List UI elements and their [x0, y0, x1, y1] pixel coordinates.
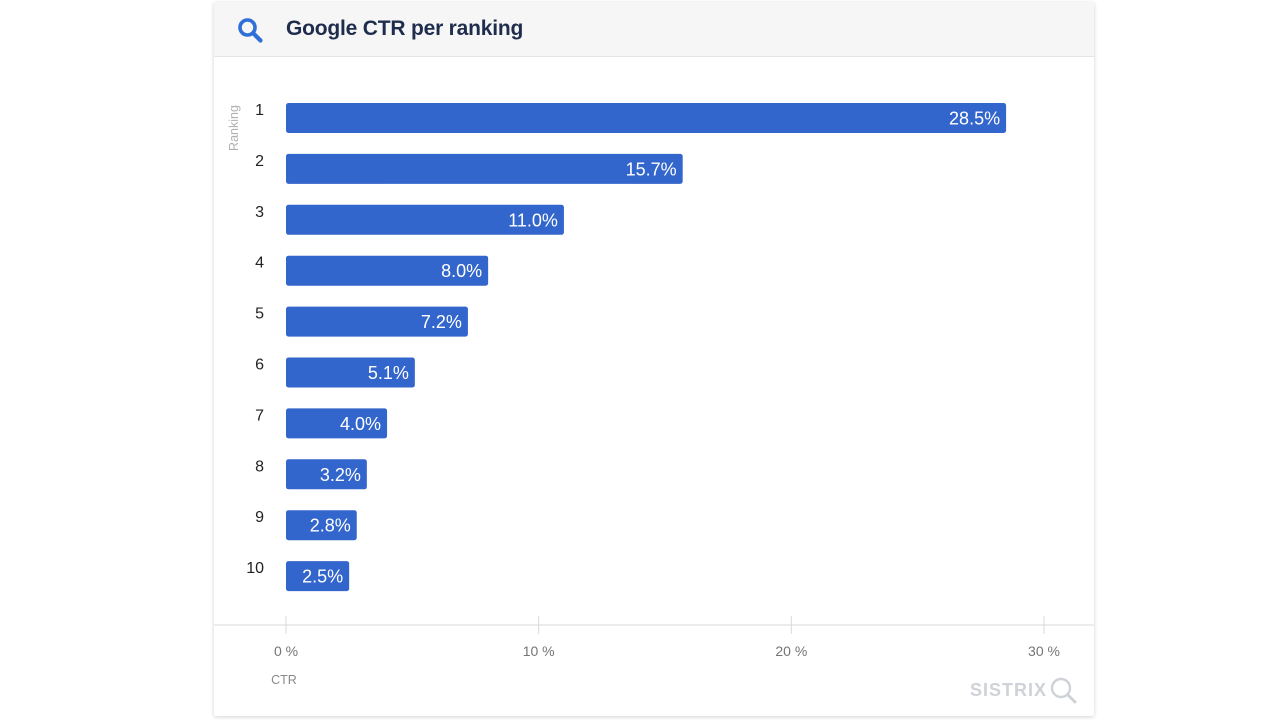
- category-label: 1: [255, 102, 264, 119]
- bar: [286, 306, 468, 337]
- bar-value-label: 28.5%: [949, 109, 1000, 129]
- bar: [286, 103, 1007, 133]
- y-axis-title: Ranking: [227, 105, 241, 151]
- x-tick-label: 10 %: [523, 643, 555, 659]
- x-tick-label: 0 %: [274, 643, 298, 659]
- card-header: Google CTR per ranking: [214, 2, 1094, 57]
- bar-value-label: 8.0%: [441, 261, 482, 281]
- bar-value-label: 4.0%: [340, 414, 381, 434]
- chart-card: Google CTR per ranking 0 % 10 % 20 % 30 % CT…: [214, 2, 1094, 716]
- category-label: 7: [255, 407, 264, 424]
- sistrix-watermark: SISTRIX: [970, 674, 1079, 706]
- bar-value-label: 2.5%: [302, 567, 343, 587]
- search-icon: [238, 18, 263, 43]
- bar-value-label: 15.7%: [626, 159, 677, 179]
- bar-value-label: 3.2%: [320, 465, 361, 485]
- x-tick-label: 20 %: [775, 643, 807, 659]
- bar-value-label: 2.8%: [310, 516, 351, 536]
- x-axis-title: CTR: [271, 673, 297, 687]
- bar-chart: 0 % 10 % 20 % 30 % CTR Ranking 1 28.5% 2 15.7% 3 11…: [214, 102, 1094, 687]
- bar: [286, 153, 683, 184]
- category-label: 4: [255, 255, 264, 272]
- bar: [286, 510, 357, 541]
- magnifier-icon: [1050, 677, 1077, 704]
- category-label: 6: [255, 357, 264, 374]
- category-label: 2: [255, 153, 264, 170]
- bar: [286, 204, 564, 235]
- category-label: 10: [246, 560, 264, 577]
- bar-value-label: 11.0%: [508, 210, 558, 230]
- bar: [286, 408, 388, 439]
- bar: [286, 561, 350, 592]
- category-label: 5: [255, 306, 264, 323]
- x-tick-label: 30 %: [1028, 643, 1060, 659]
- bar: [286, 357, 415, 388]
- category-label: 9: [255, 509, 264, 526]
- chart-title: Google CTR per ranking: [286, 17, 524, 40]
- category-label: 3: [255, 204, 264, 221]
- bar-value-label: 5.1%: [368, 363, 409, 383]
- bar: [286, 255, 489, 286]
- category-label: 8: [255, 458, 264, 475]
- watermark-text: SISTRIX: [970, 679, 1048, 700]
- bar: [286, 459, 367, 490]
- bar-value-label: 7.2%: [421, 312, 462, 332]
